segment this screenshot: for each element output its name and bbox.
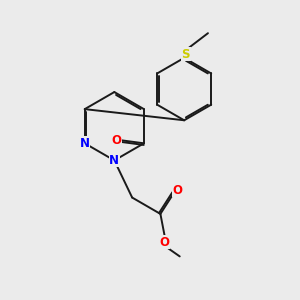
Text: O: O (111, 134, 121, 147)
Text: N: N (109, 154, 119, 167)
Text: N: N (80, 137, 90, 150)
Text: O: O (172, 184, 182, 196)
Text: O: O (160, 236, 170, 249)
Text: S: S (182, 48, 190, 61)
